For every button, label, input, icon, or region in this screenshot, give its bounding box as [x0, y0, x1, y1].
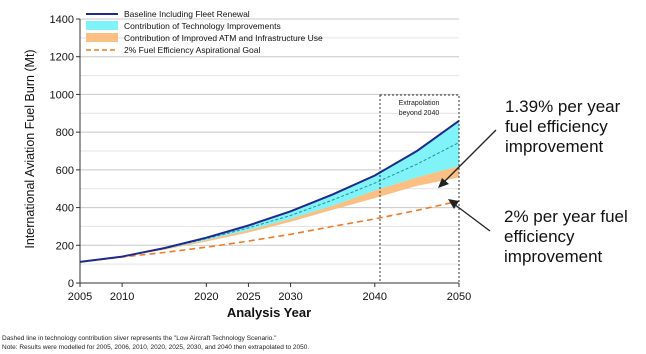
x-tick-label: 2010: [110, 291, 134, 303]
x-tick-label: 2050: [447, 291, 471, 303]
axes: [76, 18, 460, 287]
y-tick-label: 1400: [50, 14, 74, 26]
extrapolation-label-line1: Extrapolation: [399, 100, 440, 107]
x-tick-label: 2025: [236, 291, 260, 303]
y-tick-label: 400: [56, 203, 74, 215]
chart-areas: [80, 120, 459, 262]
y-tick-label: 1000: [50, 89, 74, 101]
callout-arrow-2: [453, 203, 491, 232]
x-tick-label: 2005: [68, 291, 92, 303]
footnote-1: Dashed line in technology contribution s…: [2, 335, 277, 342]
line-baseline: [79, 119, 460, 263]
extrapolation-box: Extrapolation beyond 2040: [379, 94, 460, 284]
tick-labels: 0 200 400 600 800 1000 1200 1400 2005 2010 2020 202…: [50, 14, 472, 303]
y-tick-label: 0: [68, 278, 74, 290]
legend-swatch-technology: [86, 21, 118, 30]
footnote-2: Note: Results were modelled for 2005, 20…: [2, 344, 310, 351]
line-goal: [79, 200, 460, 263]
y-tick-label: 600: [56, 165, 74, 177]
area-technology: [80, 120, 459, 262]
callout-2-text: 2% per year fuel efficiency improvement: [504, 207, 628, 266]
y-tick-label: 1200: [50, 52, 74, 64]
x-tick-label: 2030: [278, 291, 302, 303]
legend-label-baseline: Baseline Including Fleet Renewal: [124, 9, 250, 19]
callout-arrow-1: [443, 129, 497, 183]
y-axis-title: International Aviation Fuel Burn (Mt): [23, 49, 37, 248]
x-axis-title: Analysis Year: [227, 305, 311, 320]
x-tick-label: 2020: [194, 291, 218, 303]
legend-label-goal: 2% Fuel Efficiency Aspirational Goal: [124, 45, 260, 55]
extrapolation-label-line2: beyond 2040: [399, 110, 440, 117]
x-tick-label: 2040: [363, 291, 387, 303]
chart-lines: [79, 119, 460, 263]
y-tick-label: 200: [56, 240, 74, 252]
legend-label-technology: Contribution of Technology Improvements: [124, 21, 281, 31]
grid-lines: [80, 18, 459, 284]
callout-arrows: [438, 129, 497, 232]
legend-label-atm: Contribution of Improved ATM and Infrast…: [124, 33, 323, 43]
legend-swatch-atm: [86, 33, 118, 42]
legend: Baseline Including Fleet Renewal Contrib…: [86, 9, 323, 55]
callout-1-text: 1.39% per year fuel efficiency improveme…: [505, 97, 621, 156]
y-tick-label: 800: [56, 127, 74, 139]
